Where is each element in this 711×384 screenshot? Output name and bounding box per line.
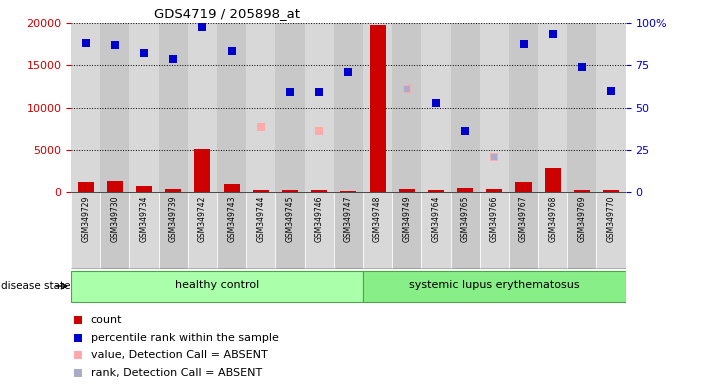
Text: healthy control: healthy control [175, 280, 260, 290]
Bar [223, 184, 240, 192]
Bar [71, 23, 100, 192]
Bar [363, 192, 392, 269]
Bar [567, 23, 597, 192]
Text: count: count [90, 315, 122, 325]
Bar [311, 190, 327, 192]
Text: disease state: disease state [1, 281, 71, 291]
Bar [451, 23, 480, 192]
Bar [545, 167, 561, 192]
Bar [428, 190, 444, 192]
Bar [480, 23, 509, 192]
Bar [71, 192, 100, 269]
Bar [71, 271, 363, 302]
Bar [392, 192, 422, 269]
Text: GSM349749: GSM349749 [402, 196, 411, 242]
Bar [100, 23, 129, 192]
Bar [515, 182, 532, 192]
Bar [304, 192, 333, 269]
Bar [422, 192, 451, 269]
Text: GSM349729: GSM349729 [81, 196, 90, 242]
Bar [246, 23, 275, 192]
Bar [194, 149, 210, 192]
Bar [188, 23, 217, 192]
Bar [188, 192, 217, 269]
Text: GSM349743: GSM349743 [227, 196, 236, 242]
Bar [509, 192, 538, 269]
Text: GSM349767: GSM349767 [519, 196, 528, 242]
Bar [253, 190, 269, 192]
Bar [422, 23, 451, 192]
Text: GSM349764: GSM349764 [432, 196, 440, 242]
Text: GSM349747: GSM349747 [344, 196, 353, 242]
Bar [392, 23, 422, 192]
Bar [370, 25, 385, 192]
Bar [282, 190, 298, 192]
Bar [107, 181, 123, 192]
Bar [333, 192, 363, 269]
Text: GSM349744: GSM349744 [257, 196, 265, 242]
Text: GSM349748: GSM349748 [373, 196, 382, 242]
Text: GSM349742: GSM349742 [198, 196, 207, 242]
Bar [275, 23, 304, 192]
Text: GSM349768: GSM349768 [548, 196, 557, 242]
Text: GSM349730: GSM349730 [110, 196, 119, 242]
Text: GSM349734: GSM349734 [139, 196, 149, 242]
Bar [159, 192, 188, 269]
Bar [165, 189, 181, 192]
Bar [100, 192, 129, 269]
Bar [597, 192, 626, 269]
Bar [538, 192, 567, 269]
Bar [509, 23, 538, 192]
Bar [603, 190, 619, 192]
Bar [363, 271, 626, 302]
Bar [159, 23, 188, 192]
Bar [304, 23, 333, 192]
Text: percentile rank within the sample: percentile rank within the sample [90, 333, 279, 343]
Bar [217, 192, 246, 269]
Bar [457, 188, 474, 192]
Text: GDS4719 / 205898_at: GDS4719 / 205898_at [154, 7, 300, 20]
Bar [341, 191, 356, 192]
Bar [597, 23, 626, 192]
Bar [333, 23, 363, 192]
Text: GSM349739: GSM349739 [169, 196, 178, 242]
Bar [363, 23, 392, 192]
Bar [567, 192, 597, 269]
Bar [538, 23, 567, 192]
Bar [217, 23, 246, 192]
Text: GSM349745: GSM349745 [286, 196, 294, 242]
Text: GSM349746: GSM349746 [315, 196, 324, 242]
Bar [77, 182, 94, 192]
Text: value, Detection Call = ABSENT: value, Detection Call = ABSENT [90, 350, 267, 360]
Text: systemic lupus erythematosus: systemic lupus erythematosus [409, 280, 579, 290]
Text: rank, Detection Call = ABSENT: rank, Detection Call = ABSENT [90, 368, 262, 378]
Bar [451, 192, 480, 269]
Text: GSM349766: GSM349766 [490, 196, 499, 242]
Bar [129, 192, 159, 269]
Text: GSM349770: GSM349770 [606, 196, 616, 242]
Bar [486, 189, 503, 192]
Bar [574, 190, 590, 192]
Text: GSM349769: GSM349769 [577, 196, 587, 242]
Text: GSM349765: GSM349765 [461, 196, 470, 242]
Bar [399, 189, 415, 192]
Bar [136, 186, 152, 192]
Bar [129, 23, 159, 192]
Bar [275, 192, 304, 269]
Bar [246, 192, 275, 269]
Bar [480, 192, 509, 269]
